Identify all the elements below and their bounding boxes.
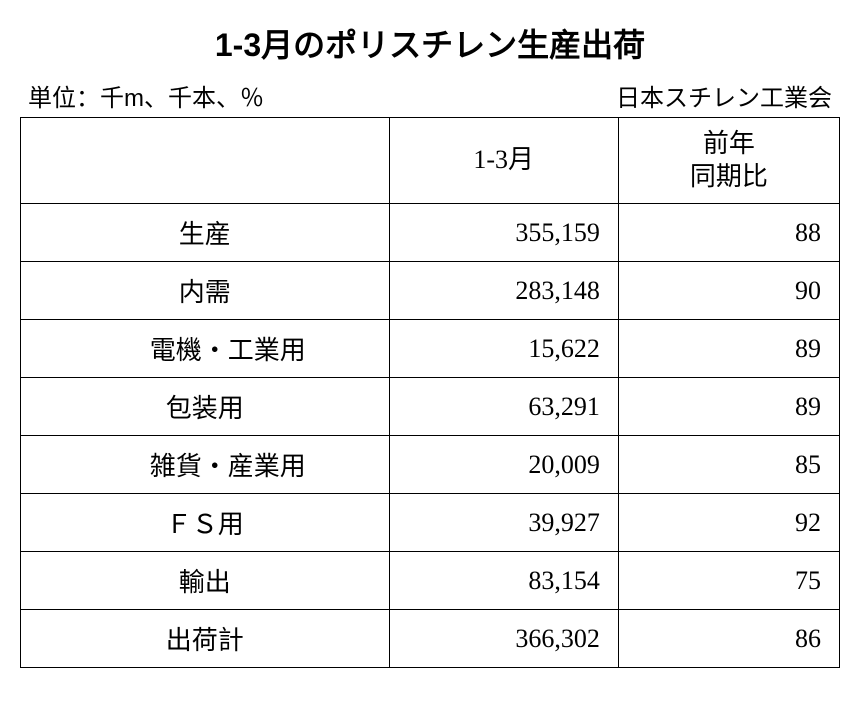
row-yoy: 85 [618,436,839,494]
data-table: 1-3月 前年同期比 生産355,15988内需283,14890電機・工業用1… [20,117,840,668]
table-row: 包装用63,29189 [21,378,840,436]
row-value: 63,291 [389,378,618,436]
table-row: 出荷計366,30286 [21,610,840,668]
col-header-period: 1-3月 [389,118,618,204]
row-value: 283,148 [389,262,618,320]
row-label: 雑貨・産業用 [21,436,390,494]
row-value: 83,154 [389,552,618,610]
page-title: 1-3月のポリスチレン生産出荷 [20,20,840,66]
row-label: ＦＳ用 [21,494,390,552]
row-label: 電機・工業用 [21,320,390,378]
row-label: 輸出 [21,552,390,610]
row-value: 366,302 [389,610,618,668]
row-value: 355,159 [389,204,618,262]
row-value: 15,622 [389,320,618,378]
table-header-row: 1-3月 前年同期比 [21,118,840,204]
row-yoy: 75 [618,552,839,610]
row-yoy: 89 [618,320,839,378]
table-row: 輸出83,15475 [21,552,840,610]
row-yoy: 88 [618,204,839,262]
row-label: 生産 [21,204,390,262]
row-label: 包装用 [21,378,390,436]
row-label: 内需 [21,262,390,320]
table-row: 内需283,14890 [21,262,840,320]
row-yoy: 86 [618,610,839,668]
row-value: 39,927 [389,494,618,552]
table-row: 生産355,15988 [21,204,840,262]
unit-label: 単位：千m、千本、％ [28,78,264,113]
col-header-blank [21,118,390,204]
row-value: 20,009 [389,436,618,494]
table-row: ＦＳ用39,92792 [21,494,840,552]
table-row: 電機・工業用15,62289 [21,320,840,378]
row-label: 出荷計 [21,610,390,668]
col-header-yoy: 前年同期比 [618,118,839,204]
table-row: 雑貨・産業用20,00985 [21,436,840,494]
source-label: 日本スチレン工業会 [616,78,832,113]
row-yoy: 89 [618,378,839,436]
row-yoy: 92 [618,494,839,552]
meta-row: 単位：千m、千本、％ 日本スチレン工業会 [20,78,840,113]
row-yoy: 90 [618,262,839,320]
